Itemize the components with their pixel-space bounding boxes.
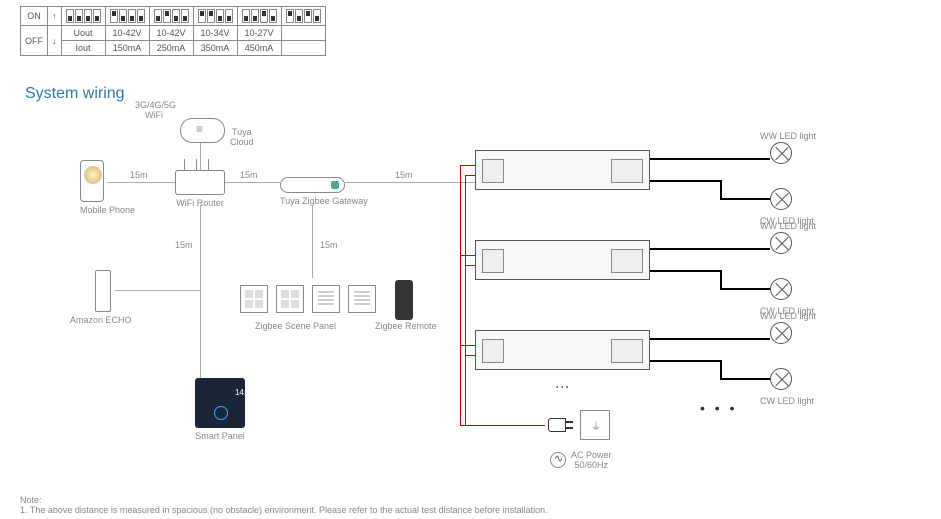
led-icon: [770, 368, 792, 390]
remote-icon: [395, 280, 413, 320]
continuation-dots: ⋮: [555, 380, 571, 397]
note-title: Note:: [20, 495, 548, 505]
cloud-icon: [180, 118, 225, 143]
wiring-diagram: 3G/4G/5G WiFi Tuya Cloud Mobile Phone Wi…: [0, 110, 941, 480]
scene-panel-label: Zigbee Scene Panel: [255, 321, 336, 331]
note-section: Note: 1. The above distance is measured …: [20, 495, 548, 515]
wifi-label: WiFi: [145, 110, 163, 120]
led-driver-icon: [475, 150, 650, 190]
led-icon: [770, 322, 792, 344]
plug-icon: [548, 418, 566, 432]
scene-panel-icon: [240, 285, 268, 313]
ww-label3: WW LED light: [760, 311, 816, 321]
led-driver-icon: [475, 240, 650, 280]
scene-panel-icon: [312, 285, 340, 313]
wifi-tech-label: 3G/4G/5G: [135, 100, 176, 110]
smart-panel-label: Smart Panel: [195, 431, 245, 441]
led-icon: [770, 188, 792, 210]
ac-label: AC Power: [571, 450, 612, 460]
section-title: System wiring: [25, 85, 125, 103]
cloud-label: Tuya Cloud: [230, 127, 254, 147]
gateway-label: Tuya Zigbee Gateway: [280, 196, 368, 206]
scene-panel-icon: [348, 285, 376, 313]
remote-label: Zigbee Remote: [375, 321, 437, 331]
phone-icon: [80, 160, 104, 202]
led-icon: [770, 278, 792, 300]
router-icon: [175, 170, 225, 195]
on-label: ON: [21, 7, 48, 26]
ac-icon: [550, 452, 566, 468]
ww-label: WW LED light: [760, 131, 816, 141]
gateway-icon: [280, 177, 345, 193]
ww-label2: WW LED light: [760, 221, 816, 231]
led-icon: [770, 142, 792, 164]
ac-hz-label: 50/60Hz: [571, 460, 612, 470]
led-driver-icon: [475, 330, 650, 370]
phone-label: Mobile Phone: [80, 205, 135, 215]
scene-panel-icon: [276, 285, 304, 313]
echo-label: Amazon ECHO: [70, 315, 132, 325]
led-icon: [770, 232, 792, 254]
note-line: 1. The above distance is measured in spa…: [20, 505, 548, 515]
smart-panel-icon: [195, 378, 245, 428]
continuation-dots: • • •: [700, 400, 737, 416]
cw-label3: CW LED light: [760, 396, 814, 406]
off-label: OFF: [21, 26, 48, 56]
echo-icon: [95, 270, 111, 312]
dip-switch-table: ON ↑ OFF ↓ Uout 10-42V 10-42V 10-34V 10-…: [20, 6, 326, 56]
outlet-icon: [580, 410, 610, 440]
